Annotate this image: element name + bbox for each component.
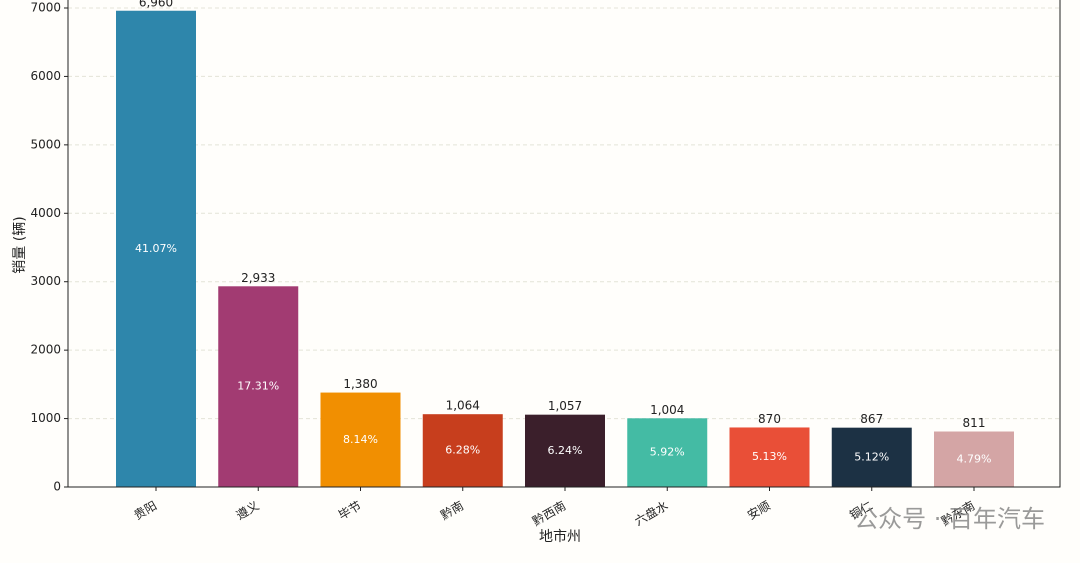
- bar: [627, 418, 708, 487]
- bar: [218, 286, 299, 487]
- bar: [116, 10, 196, 487]
- x-tick-label: 安顺: [744, 498, 772, 523]
- x-tick-label: 黔南: [438, 498, 466, 523]
- y-tick-label: 4000: [30, 206, 61, 220]
- bar: [320, 392, 401, 487]
- percent-label: 5.13%: [752, 450, 787, 463]
- y-tick-label: 2000: [30, 343, 61, 357]
- value-label: 1,064: [446, 399, 480, 413]
- percent-label: 6.28%: [445, 444, 480, 457]
- percent-label: 41.07%: [135, 242, 177, 255]
- x-tick-label: 遵义: [233, 498, 261, 523]
- bar: [525, 414, 605, 487]
- value-label: 1,057: [548, 399, 582, 413]
- value-label: 2,933: [241, 271, 275, 285]
- percent-label: 6.24%: [548, 444, 583, 457]
- y-tick-label: 1000: [30, 411, 61, 425]
- x-axis-label: 地市州: [539, 528, 581, 545]
- percent-label: 17.31%: [237, 380, 279, 393]
- bar: [422, 414, 503, 487]
- value-label: 811: [963, 416, 986, 430]
- y-tick-label: 3000: [30, 274, 61, 288]
- value-label: 6,960: [139, 0, 173, 9]
- percent-label: 8.14%: [343, 433, 378, 446]
- x-tick-label: 毕节: [336, 499, 364, 523]
- percent-label: 4.79%: [957, 452, 992, 465]
- value-label: 870: [758, 412, 781, 426]
- value-label: 867: [860, 412, 883, 426]
- watermark: 公众号 · 百年汽车: [854, 505, 1045, 533]
- x-tick-label: 黔西南: [530, 498, 569, 529]
- y-tick-label: 0: [53, 480, 61, 494]
- y-tick-label: 7000: [30, 1, 61, 15]
- y-tick-label: 5000: [30, 137, 61, 151]
- bar: [729, 427, 810, 487]
- axis-frame: [67, 0, 1061, 488]
- y-axis-label: 销量 (辆): [12, 216, 28, 273]
- y-tick-label: 6000: [30, 69, 61, 83]
- percent-label: 5.12%: [854, 450, 889, 463]
- x-tick-label: 贵阳: [131, 499, 159, 523]
- percent-label: 5.92%: [650, 446, 685, 459]
- x-tick-label: 六盘水: [632, 498, 671, 529]
- value-label: 1,380: [343, 377, 377, 391]
- bar: [934, 431, 1014, 487]
- value-label: 1,004: [650, 403, 684, 417]
- bar: [831, 427, 912, 487]
